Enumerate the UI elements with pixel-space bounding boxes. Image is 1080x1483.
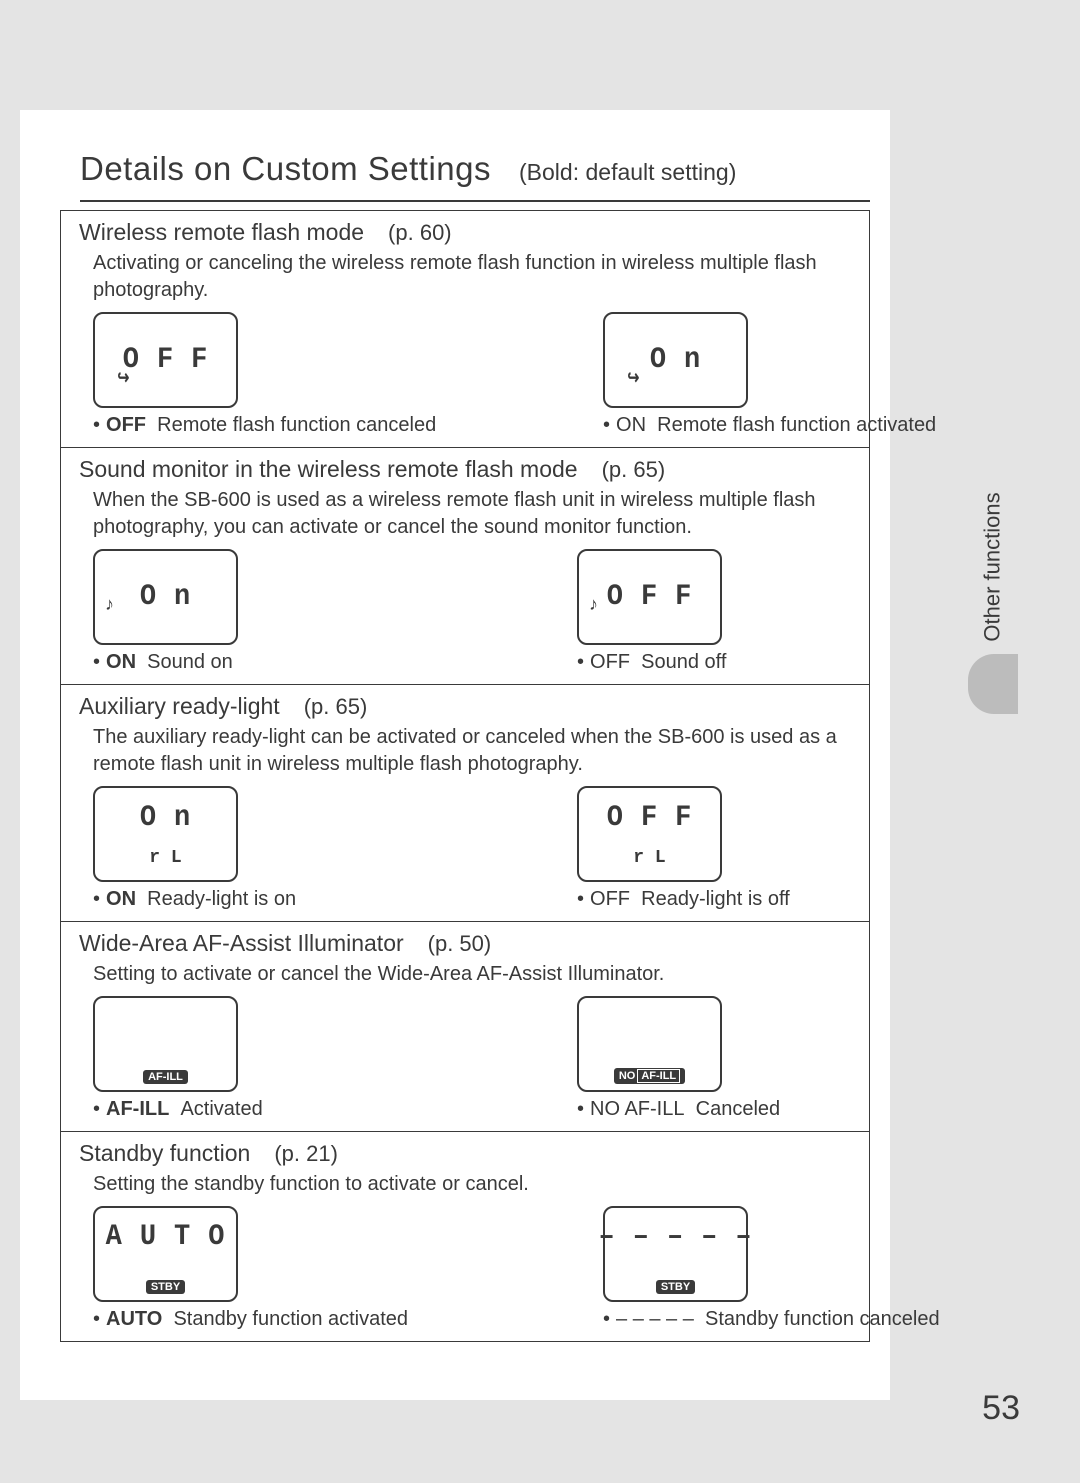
option-label: •ON Ready-light is on	[93, 888, 367, 911]
setting-desc: When the SB-600 is used as a wireless re…	[93, 487, 851, 541]
setting-title: Standby function	[79, 1140, 250, 1167]
heading-sub: (Bold: default setting)	[519, 159, 736, 186]
option-auto: A U T O STBY •AUTO Standby function acti…	[93, 1206, 393, 1331]
setting-title: Wireless remote flash mode	[79, 219, 364, 246]
lcd-text: O n	[650, 343, 701, 377]
setting-desc: Setting to activate or cancel the Wide-A…	[93, 961, 851, 988]
no-af-ill-badge: NOAF-ILL	[614, 1068, 685, 1084]
setting-title: Auxiliary ready-light	[79, 693, 280, 720]
setting-title: Wide-Area AF-Assist Illuminator	[79, 930, 404, 957]
option-off: O F F r L •OFF Ready-light is off	[577, 786, 851, 911]
setting-desc: Activating or canceling the wireless rem…	[93, 250, 851, 304]
option-label: •NO AF-ILL Canceled	[577, 1098, 851, 1121]
lcd-display: NOAF-ILL	[577, 996, 722, 1092]
settings-table: Wireless remote flash mode (p. 60) Activ…	[60, 210, 870, 1342]
lcd-subtext: r L	[149, 848, 181, 868]
lcd-display: A U T O STBY	[93, 1206, 238, 1302]
lcd-text: O n	[140, 580, 191, 614]
lcd-display: AF-ILL	[93, 996, 238, 1092]
lcd-text: O F F	[607, 580, 693, 614]
side-tab: Other functions	[978, 454, 1020, 689]
lcd-text: O n	[140, 801, 191, 835]
lcd-display: O F F ♪	[577, 549, 722, 645]
setting-desc: The auxiliary ready-light can be activat…	[93, 724, 851, 778]
setting-af-assist: Wide-Area AF-Assist Illuminator (p. 50) …	[61, 922, 869, 1132]
option-on: O n r L •ON Ready-light is on	[93, 786, 367, 911]
option-off: O F F ↪ •OFF Remote flash function cance…	[93, 312, 393, 437]
note-icon: ♪	[105, 594, 114, 615]
heading-row: Details on Custom Settings (Bold: defaul…	[80, 150, 870, 202]
setting-page-ref: (p. 50)	[428, 931, 492, 957]
page-number: 53	[982, 1389, 1020, 1428]
option-label: •– – – – – Standby function canceled	[603, 1308, 903, 1331]
option-no-af-ill: NOAF-ILL •NO AF-ILL Canceled	[577, 996, 851, 1121]
lcd-text: O F F	[607, 801, 693, 835]
option-label: •OFF Remote flash function canceled	[93, 414, 393, 437]
setting-sound-monitor: Sound monitor in the wireless remote fla…	[61, 448, 869, 685]
setting-page-ref: (p. 21)	[274, 1141, 338, 1167]
option-label: •ON Remote flash function activated	[603, 414, 903, 437]
option-off: O F F ♪ •OFF Sound off	[577, 549, 851, 674]
lcd-display: O n r L	[93, 786, 238, 882]
option-label: •AF-ILL Activated	[93, 1098, 367, 1121]
side-tab-shape	[968, 654, 1018, 714]
page-root: Details on Custom Settings (Bold: defaul…	[0, 0, 1080, 1483]
heading-main: Details on Custom Settings	[80, 150, 491, 188]
lcd-text: – – – – –	[599, 1220, 753, 1254]
option-canceled: – – – – – STBY •– – – – – Standby functi…	[603, 1206, 903, 1331]
setting-page-ref: (p. 65)	[602, 457, 666, 483]
setting-page-ref: (p. 65)	[304, 694, 368, 720]
remote-icon: ↪	[628, 365, 640, 390]
content-panel: Details on Custom Settings (Bold: defaul…	[20, 110, 890, 1400]
lcd-subtext: r L	[633, 848, 665, 868]
remote-icon: ↪	[118, 365, 130, 390]
lcd-text: A U T O	[106, 1220, 226, 1254]
setting-wireless-remote: Wireless remote flash mode (p. 60) Activ…	[61, 211, 869, 448]
side-tab-label: Other functions	[980, 492, 1006, 641]
lcd-text: O F F	[123, 343, 209, 377]
setting-desc: Setting the standby function to activate…	[93, 1171, 851, 1198]
stby-badge: STBY	[656, 1280, 695, 1294]
lcd-display: O F F ↪	[93, 312, 238, 408]
option-af-ill: AF-ILL •AF-ILL Activated	[93, 996, 367, 1121]
lcd-display: O F F r L	[577, 786, 722, 882]
option-label: •ON Sound on	[93, 651, 367, 674]
note-icon: ♪	[589, 594, 598, 615]
lcd-display: O n ♪	[93, 549, 238, 645]
setting-standby: Standby function (p. 21) Setting the sta…	[61, 1132, 869, 1341]
setting-page-ref: (p. 60)	[388, 220, 452, 246]
lcd-display: O n ↪	[603, 312, 748, 408]
option-label: •OFF Ready-light is off	[577, 888, 851, 911]
option-label: •OFF Sound off	[577, 651, 851, 674]
option-on: O n ♪ •ON Sound on	[93, 549, 367, 674]
option-on: O n ↪ •ON Remote flash function activate…	[603, 312, 903, 437]
setting-aux-ready-light: Auxiliary ready-light (p. 65) The auxili…	[61, 685, 869, 922]
af-ill-badge: AF-ILL	[143, 1070, 188, 1084]
option-label: •AUTO Standby function activated	[93, 1308, 393, 1331]
stby-badge: STBY	[146, 1280, 185, 1294]
lcd-display: – – – – – STBY	[603, 1206, 748, 1302]
setting-title: Sound monitor in the wireless remote fla…	[79, 456, 578, 483]
